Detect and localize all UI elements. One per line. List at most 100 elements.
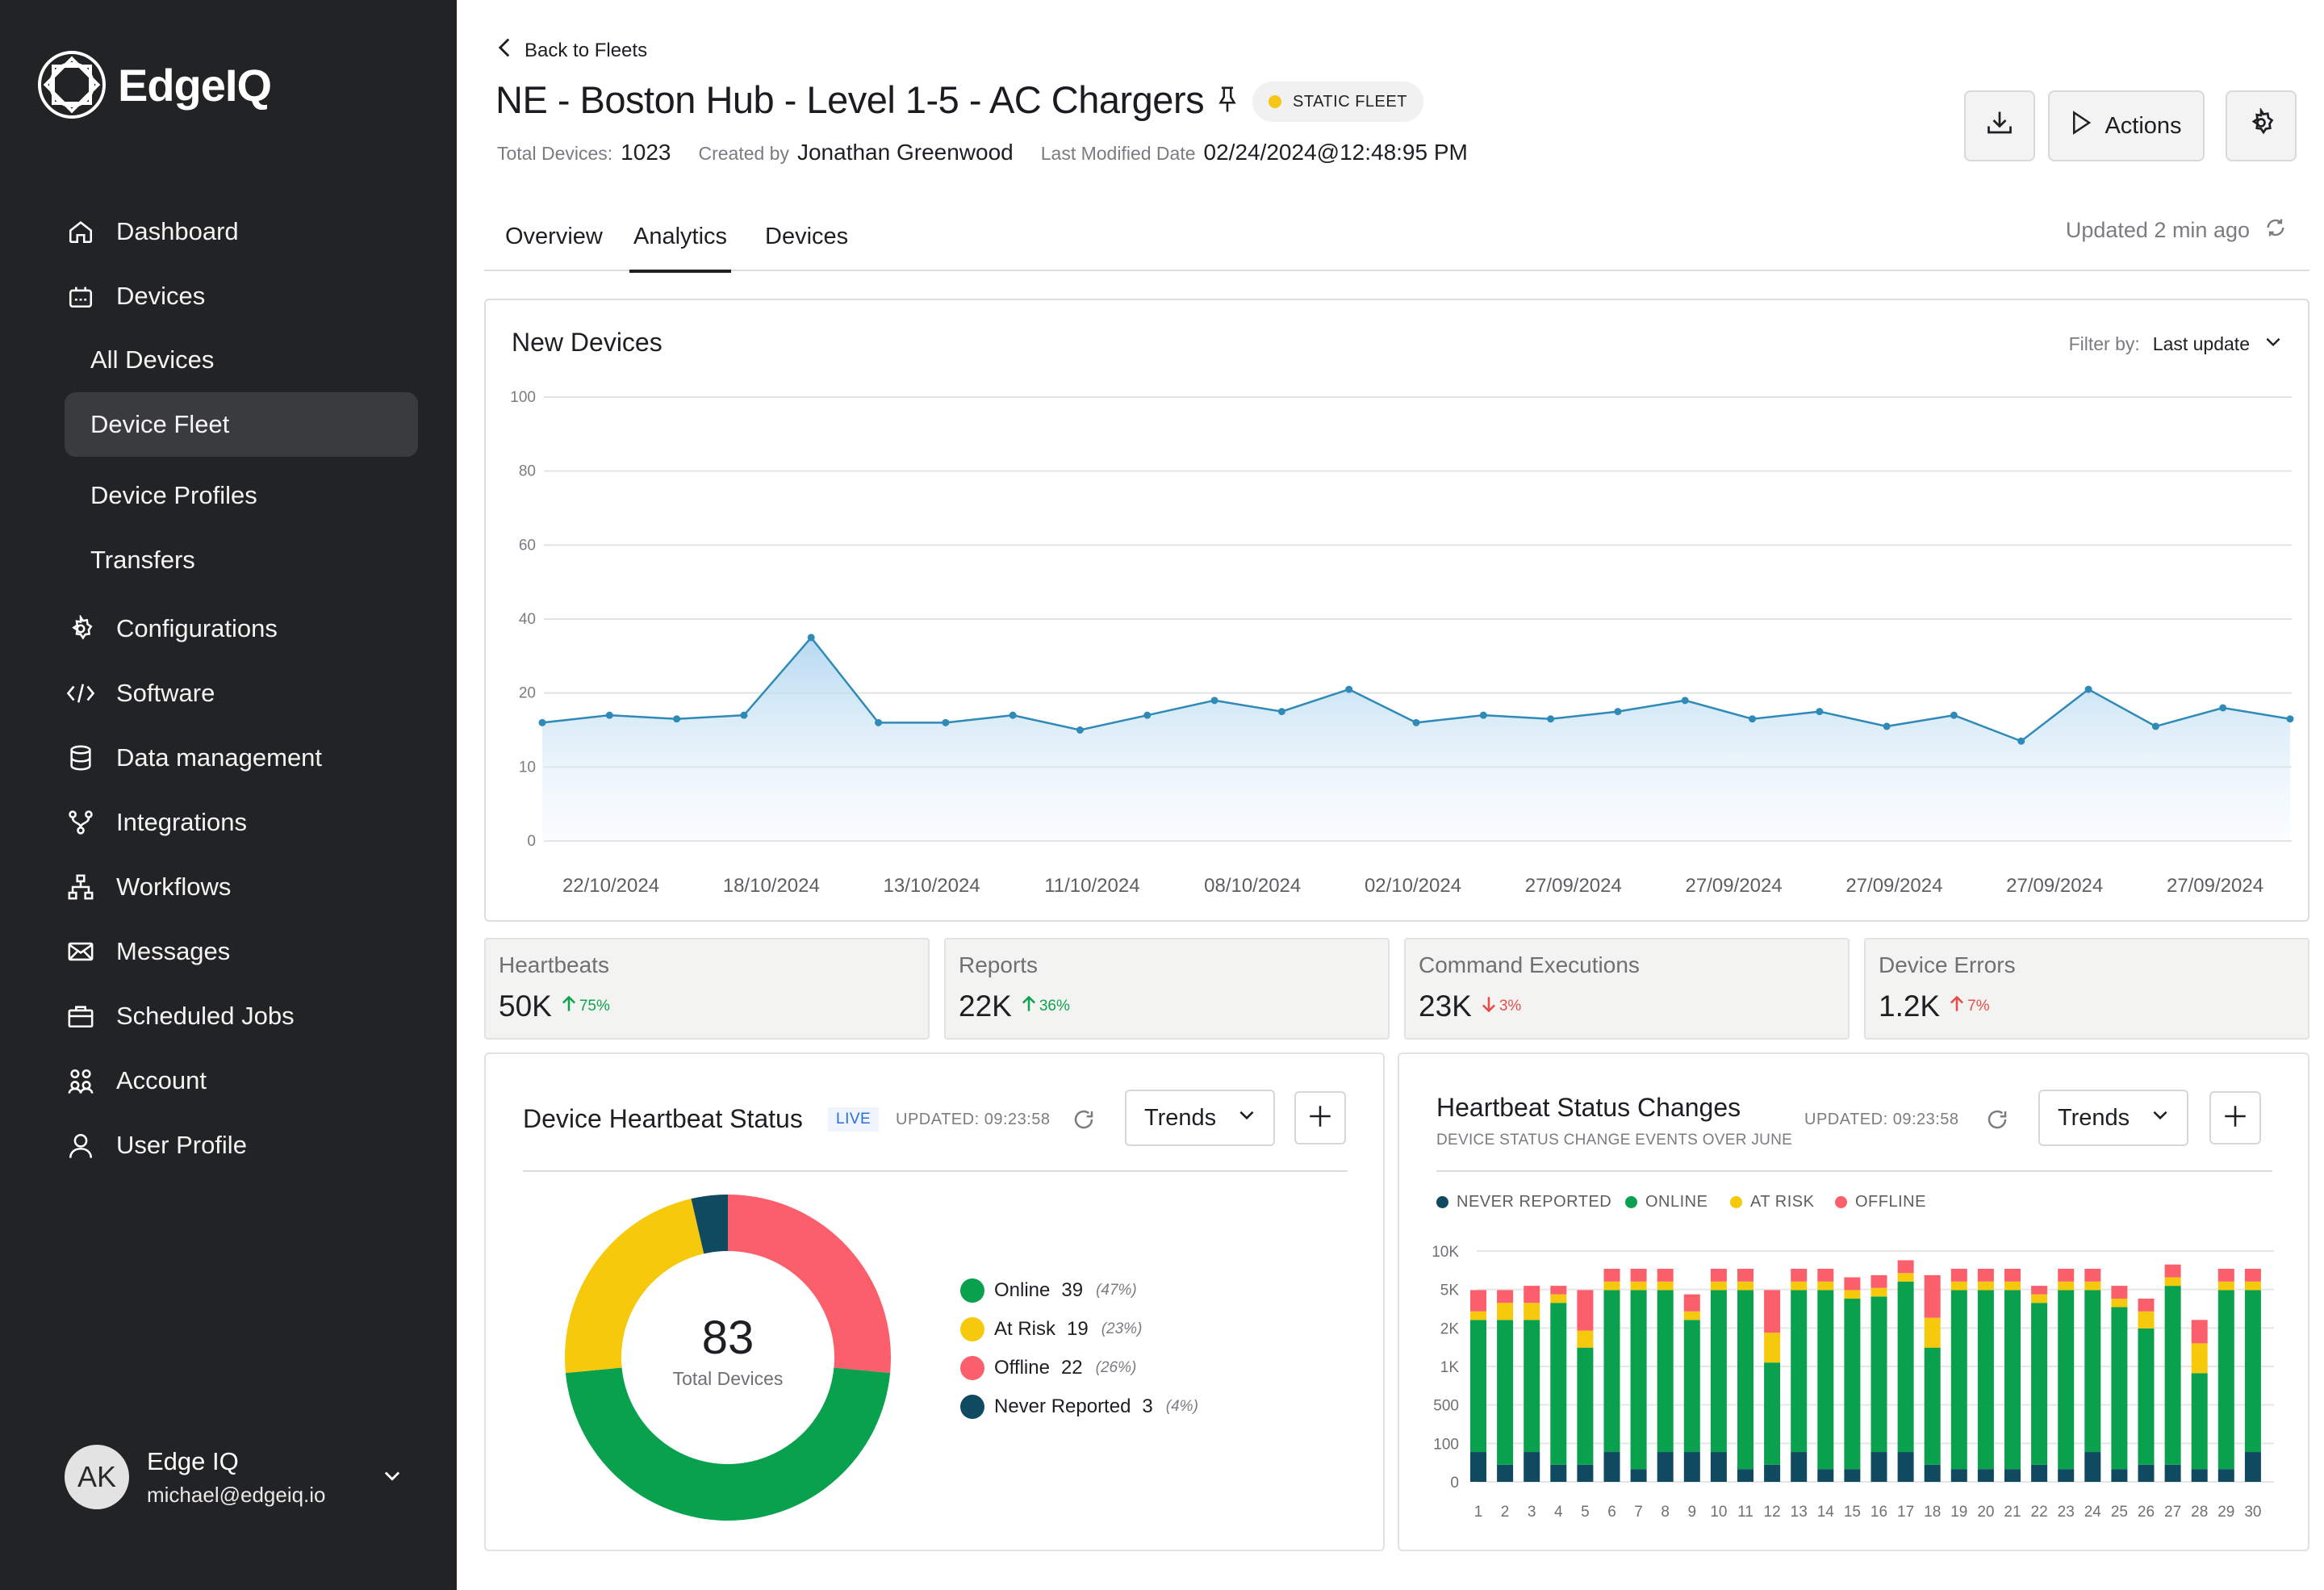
sidebar-item-account[interactable]: Account (65, 1049, 207, 1112)
sidebar-item-software[interactable]: Software (65, 662, 215, 725)
bar-segment (1524, 1452, 1540, 1482)
sidebar-item-dashboard[interactable]: Dashboard (65, 200, 239, 263)
x-tick-label: 11/10/2024 (1044, 875, 1139, 897)
bar-segment (2244, 1269, 2261, 1282)
bar-segment (1577, 1347, 1594, 1465)
sidebar-item-label: Scheduled Jobs (116, 1002, 295, 1030)
sidebar-item-label: User Profile (116, 1131, 247, 1159)
sidebar-item-scheduled-jobs[interactable]: Scheduled Jobs (65, 985, 295, 1048)
total-devices-label: Total Devices (672, 1368, 784, 1389)
legend-swatch (960, 1317, 984, 1341)
x-tick-label: 25 (2111, 1504, 2128, 1521)
bar-segment (2164, 1286, 2181, 1465)
data-point (1681, 697, 1689, 705)
refresh-icon[interactable] (2264, 216, 2287, 245)
legend-offline: OFFLINE (1835, 1193, 1926, 1211)
bar-segment (1710, 1290, 1727, 1453)
x-tick-label: 27/09/2024 (1525, 875, 1622, 897)
stat-label: Command Executions (1419, 952, 1640, 977)
stat-label: Heartbeats (499, 952, 609, 977)
stat-value: 22K (959, 990, 1012, 1023)
bar-segment (2191, 1320, 2208, 1344)
data-point (1076, 726, 1084, 734)
sidebar-item-label: All Devices (90, 345, 215, 374)
total-devices-value: 1023 (621, 140, 671, 165)
bar-segment (1737, 1290, 1753, 1470)
heartbeat-donut-chart (565, 1195, 891, 1521)
y-tick-label: 500 (1433, 1398, 1459, 1415)
add-widget-button[interactable] (2209, 1091, 2261, 1144)
x-tick-label: 6 (1607, 1504, 1616, 1521)
pin-icon[interactable] (1215, 77, 1239, 122)
data-point (875, 718, 883, 726)
filter-dropdown[interactable]: Filter by: Last update (2069, 331, 2284, 357)
user-menu[interactable]: AK Edge IQ michael@edgeiq.io (65, 1445, 403, 1509)
brand[interactable]: EdgeIQ (37, 50, 272, 119)
sidebar-item-messages[interactable]: Messages (65, 920, 230, 983)
legend-count: 19 (1067, 1318, 1089, 1340)
bar-segment (1603, 1281, 1620, 1291)
legend-percent: (47%) (1096, 1282, 1137, 1299)
actions-button[interactable]: Actions (2048, 90, 2205, 161)
bar-segment (2217, 1269, 2234, 1282)
y-tick-label: 100 (1433, 1436, 1459, 1453)
x-tick-label: 9 (1688, 1504, 1697, 1521)
bar-segment (1603, 1290, 1620, 1453)
trends-dropdown[interactable]: Trends (2038, 1090, 2188, 1146)
bar-segment (1870, 1287, 1887, 1297)
data-point (1816, 708, 1824, 716)
bar-segment (1683, 1452, 1700, 1482)
x-tick-label: 23 (2058, 1504, 2075, 1521)
y-tick-label: 10 (519, 759, 536, 776)
bar-segment (1844, 1469, 1861, 1482)
bar-segment (1470, 1320, 1486, 1453)
sidebar-item-label: Data management (116, 743, 323, 772)
tab-devices[interactable]: Devices (765, 223, 849, 249)
new-devices-chart: 0 10 20 40 60 80 100 22/10/2024 18/10/2024 13/10/… (510, 389, 2294, 897)
tab-bar: Overview Analytics Devices (484, 202, 2309, 273)
sidebar-item-all-devices[interactable]: All Devices (65, 328, 418, 392)
status-changes-title: Heartbeat Status Changes (1436, 1093, 1741, 1122)
bar-segment (1791, 1269, 1808, 1282)
trends-dropdown[interactable]: Trends (1125, 1090, 1275, 1146)
sidebar-item-device-fleet[interactable]: Device Fleet (65, 392, 418, 457)
data-point (1950, 711, 1958, 719)
data-point (2219, 704, 2227, 712)
tab-overview[interactable]: Overview (505, 223, 603, 249)
y-tick-label: 0 (1450, 1475, 1459, 1492)
download-button[interactable] (1964, 90, 2035, 161)
chevron-down-icon[interactable] (381, 1464, 403, 1491)
bar-segment (1550, 1464, 1567, 1482)
updated-status: Updated 2 min ago (2066, 216, 2287, 245)
edgeiq-logo-icon (38, 51, 106, 119)
sidebar-item-device-profiles[interactable]: Device Profiles (65, 463, 418, 528)
tab-analytics[interactable]: Analytics (629, 202, 731, 273)
sidebar-item-integrations[interactable]: Integrations (65, 791, 247, 854)
data-point (1210, 697, 1218, 705)
legend-at-risk: At Risk 19 (23%) (960, 1317, 1142, 1341)
x-tick-label: 3 (1528, 1504, 1536, 1521)
x-tick-label: 5 (1581, 1504, 1590, 1521)
bar-segment (2244, 1290, 2261, 1453)
sidebar-item-configurations[interactable]: Configurations (65, 597, 278, 660)
download-icon (1985, 108, 2014, 144)
legend-label: ONLINE (1645, 1193, 1708, 1211)
sidebar-item-user-profile[interactable]: User Profile (65, 1114, 247, 1177)
sidebar-item-workflows[interactable]: Workflows (65, 856, 231, 918)
filter-label: Filter by: (2068, 333, 2140, 354)
sidebar-item-transfers[interactable]: Transfers (65, 528, 418, 592)
sidebar-item-devices[interactable]: Devices (65, 265, 205, 328)
settings-button[interactable] (2226, 90, 2297, 161)
briefcase-icon (65, 1000, 97, 1032)
x-tick-label: 11 (1737, 1504, 1753, 1521)
legend-count: 39 (1061, 1279, 1084, 1301)
add-widget-button[interactable] (1294, 1091, 1346, 1144)
back-to-fleets-link[interactable]: Back to Fleets (497, 37, 647, 64)
refresh-icon[interactable] (1983, 1106, 2011, 1133)
chevron-down-icon (1236, 1104, 1257, 1132)
sidebar-item-data-management[interactable]: Data management (65, 726, 322, 789)
bar-segment (2164, 1277, 2181, 1287)
bar-segment (1657, 1452, 1674, 1482)
refresh-icon[interactable] (1070, 1106, 1097, 1133)
legend-label: Online (994, 1279, 1051, 1301)
